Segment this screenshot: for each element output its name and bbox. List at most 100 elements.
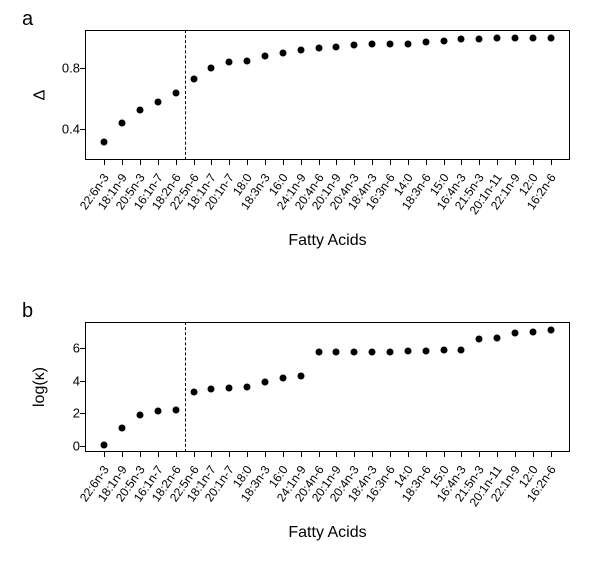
data-point — [529, 328, 536, 335]
x-tick-mark — [176, 452, 177, 457]
x-tick-mark — [283, 452, 284, 457]
x-tick-mark — [265, 452, 266, 457]
plot-area-b — [85, 322, 570, 452]
data-point — [547, 34, 554, 41]
x-tick-mark — [408, 452, 409, 457]
panel-b: blog(κ)024622:6n-318:1n-920:5n-316:1n-71… — [0, 292, 600, 582]
panel-a: aΔ0.40.822:6n-318:1n-920:5n-316:1n-718:2… — [0, 0, 600, 290]
y-tick-mark — [80, 129, 85, 130]
x-tick-mark — [390, 160, 391, 165]
data-point — [101, 138, 108, 145]
x-tick-mark — [533, 160, 534, 165]
data-point — [404, 348, 411, 355]
x-tick-mark — [336, 160, 337, 165]
data-point — [422, 347, 429, 354]
data-point — [333, 348, 340, 355]
data-point — [529, 34, 536, 41]
y-tick-mark — [80, 413, 85, 414]
panel-label-a: a — [22, 8, 33, 31]
y-tick-label: 0.8 — [40, 61, 80, 76]
plot-area-a — [85, 30, 570, 160]
panel-label-b: b — [22, 300, 33, 323]
data-point — [190, 388, 197, 395]
data-point — [137, 106, 144, 113]
x-tick-mark — [497, 452, 498, 457]
data-point — [440, 37, 447, 44]
x-tick-mark — [336, 452, 337, 457]
y-tick-mark — [80, 381, 85, 382]
x-tick-mark — [211, 452, 212, 457]
x-tick-mark — [176, 160, 177, 165]
data-point — [172, 89, 179, 96]
x-tick-mark — [301, 452, 302, 457]
x-tick-mark — [104, 452, 105, 457]
x-tick-mark — [140, 160, 141, 165]
x-tick-mark — [372, 160, 373, 165]
x-tick-mark — [247, 452, 248, 457]
data-point — [351, 42, 358, 49]
x-tick-mark — [104, 160, 105, 165]
x-tick-mark — [301, 160, 302, 165]
data-point — [262, 53, 269, 60]
x-tick-mark — [354, 452, 355, 457]
x-tick-mark — [408, 160, 409, 165]
data-point — [369, 40, 376, 47]
x-tick-mark — [551, 160, 552, 165]
x-tick-mark — [461, 160, 462, 165]
x-tick-mark — [426, 452, 427, 457]
data-point — [369, 348, 376, 355]
data-point — [511, 330, 518, 337]
x-tick-mark — [194, 160, 195, 165]
x-axis-title-b: Fatty Acids — [85, 524, 570, 542]
data-point — [404, 40, 411, 47]
x-tick-mark — [122, 452, 123, 457]
y-tick-label: 2 — [40, 406, 80, 421]
x-tick-mark — [194, 452, 195, 457]
x-tick-mark — [140, 452, 141, 457]
x-tick-mark — [479, 452, 480, 457]
data-point — [476, 36, 483, 43]
data-point — [315, 45, 322, 52]
data-point — [386, 40, 393, 47]
x-tick-mark — [515, 452, 516, 457]
data-point — [190, 75, 197, 82]
data-point — [172, 406, 179, 413]
data-point — [208, 386, 215, 393]
data-point — [476, 336, 483, 343]
x-tick-mark — [354, 160, 355, 165]
x-tick-mark — [372, 452, 373, 457]
data-point — [494, 335, 501, 342]
x-tick-mark — [319, 160, 320, 165]
data-point — [494, 34, 501, 41]
data-point — [351, 348, 358, 355]
x-axis-title-a: Fatty Acids — [85, 232, 570, 250]
threshold-line-b — [185, 322, 186, 452]
x-tick-mark — [551, 452, 552, 457]
data-point — [333, 43, 340, 50]
data-point — [154, 98, 161, 105]
y-tick-mark — [80, 68, 85, 69]
data-point — [315, 349, 322, 356]
x-tick-mark — [319, 452, 320, 457]
x-tick-mark — [229, 452, 230, 457]
data-point — [458, 36, 465, 43]
data-point — [154, 408, 161, 415]
x-tick-mark — [444, 452, 445, 457]
data-point — [119, 425, 126, 432]
x-tick-mark — [265, 160, 266, 165]
data-point — [511, 34, 518, 41]
data-point — [262, 379, 269, 386]
x-tick-mark — [158, 452, 159, 457]
data-point — [422, 39, 429, 46]
data-point — [458, 346, 465, 353]
x-tick-mark — [229, 160, 230, 165]
data-point — [244, 384, 251, 391]
y-axis-title-a: Δ — [30, 30, 50, 160]
x-tick-mark — [533, 452, 534, 457]
plot-frame-a — [85, 30, 570, 160]
data-point — [119, 120, 126, 127]
x-tick-mark — [479, 160, 480, 165]
y-tick-label: 0 — [40, 438, 80, 453]
threshold-line-a — [185, 30, 186, 160]
x-tick-mark — [444, 160, 445, 165]
